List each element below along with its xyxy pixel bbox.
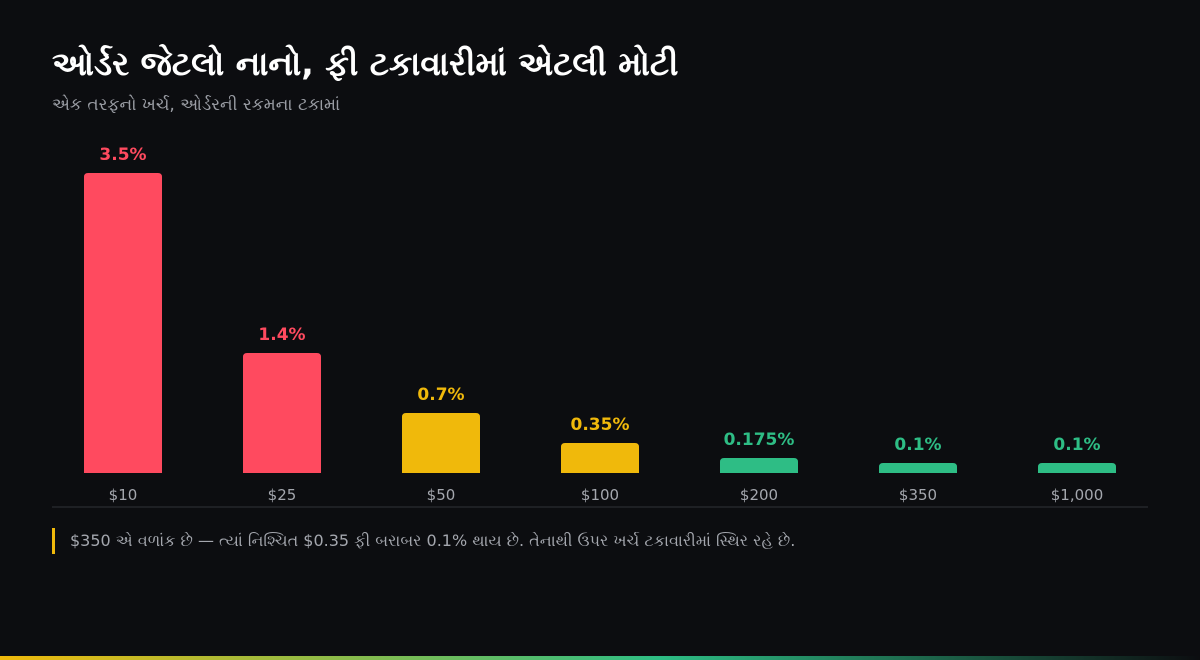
data-label-1: 3.5% (99, 145, 146, 165)
footer-gradient-bar (0, 656, 1200, 660)
data-label-3: 0.7% (417, 385, 464, 405)
bar-6 (879, 463, 957, 473)
x-tick-label-7: $1,000 (1051, 486, 1104, 504)
x-tick-label-4: $100 (581, 486, 619, 504)
bar-chart: 3.5% $10 1.4% $25 0.7% $50 0.35% $100 0.175% $200… (52, 145, 1148, 508)
bar-1 (84, 173, 162, 473)
data-label-6: 0.1% (894, 435, 941, 455)
annotation-note: $350 એ વળાંક છે — ત્યાં નિશ્ચિત $0.35 ફી… (52, 528, 795, 554)
data-label-4: 0.35% (571, 415, 630, 435)
bar-3 (402, 413, 480, 473)
x-tick-label-6: $350 (899, 486, 937, 504)
chart-title: ઓર્ડર જેટલો નાનો, ફી ટકાવારીમાં એટલી મોટ… (52, 44, 679, 83)
data-label-7: 0.1% (1053, 435, 1100, 455)
x-tick-label-5: $200 (740, 486, 778, 504)
bar-4 (561, 443, 639, 473)
bar-2 (243, 353, 321, 473)
data-label-2: 1.4% (258, 325, 305, 345)
x-tick-label-2: $25 (268, 486, 297, 504)
bar-7 (1038, 463, 1116, 473)
x-tick-label-1: $10 (109, 486, 138, 504)
bar-5 (720, 458, 798, 473)
x-tick-label-3: $50 (427, 486, 456, 504)
chart-subtitle: એક તરફનો ખર્ચ, ઓર્ડરની રકમના ટકામાં (52, 95, 341, 115)
data-label-5: 0.175% (724, 430, 795, 450)
